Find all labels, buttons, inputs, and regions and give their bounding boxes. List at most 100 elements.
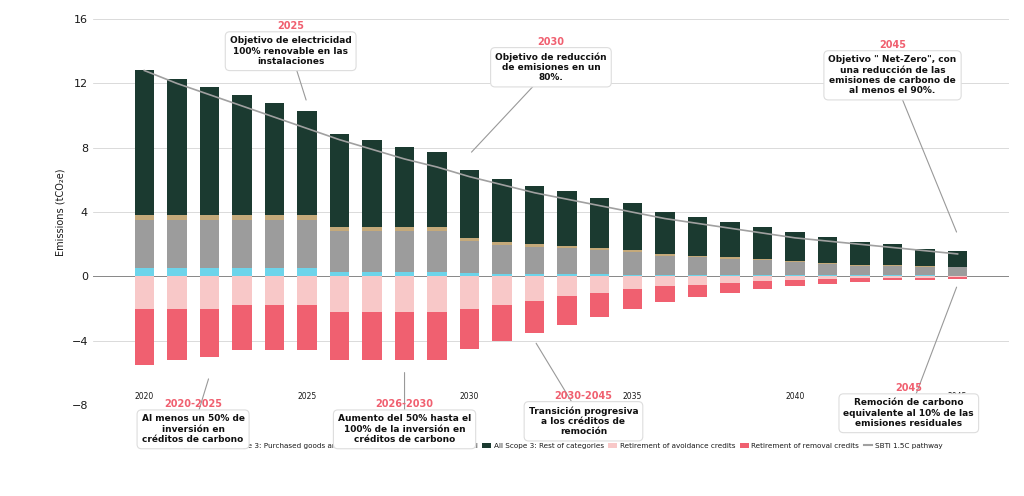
Bar — [785, 276, 805, 280]
Bar — [883, 276, 902, 278]
Bar — [557, 276, 577, 296]
Bar — [525, 301, 545, 333]
Legend: Scope 1 & 2, Scope 3: Purchased goods and services, Scope 3: Business travel, Al: Scope 1 & 2, Scope 3: Purchased goods an… — [157, 440, 946, 452]
Bar — [557, 191, 577, 246]
Bar — [623, 275, 642, 276]
Text: Remoción de carbono
equivalente al 10% de las
emisiones residuales: Remoción de carbono equivalente al 10% d… — [844, 398, 974, 428]
Text: Al menos un 50% de
inversión en
créditos de carbono: Al menos un 50% de inversión en créditos… — [141, 415, 245, 444]
Y-axis label: Emissions (tCO₂e): Emissions (tCO₂e) — [56, 168, 66, 256]
Bar — [915, 276, 935, 278]
Bar — [590, 276, 609, 293]
Bar — [883, 278, 902, 281]
Bar — [427, 227, 446, 232]
Bar — [493, 274, 512, 276]
Text: 2045: 2045 — [879, 40, 906, 50]
Bar — [720, 283, 739, 293]
Bar — [590, 248, 609, 250]
Bar — [753, 281, 772, 289]
Bar — [460, 238, 479, 241]
Bar — [362, 140, 382, 227]
Bar — [590, 274, 609, 276]
Bar — [655, 286, 675, 302]
Bar — [167, 215, 186, 220]
Text: 2045: 2045 — [895, 383, 923, 393]
Bar — [720, 257, 739, 259]
Bar — [330, 276, 349, 312]
Text: 2035: 2035 — [623, 392, 642, 401]
Bar — [623, 289, 642, 309]
Bar — [134, 215, 154, 220]
Bar — [200, 268, 219, 276]
Bar — [850, 266, 869, 275]
Bar — [232, 95, 252, 215]
Bar — [232, 215, 252, 220]
Bar — [460, 309, 479, 349]
Bar — [557, 246, 577, 248]
Bar — [687, 285, 708, 298]
Bar — [427, 312, 446, 360]
Bar — [915, 249, 935, 266]
Bar — [525, 186, 545, 244]
Bar — [557, 248, 577, 274]
Bar — [590, 198, 609, 248]
Bar — [915, 267, 935, 275]
Bar — [493, 306, 512, 341]
Bar — [850, 276, 869, 278]
Bar — [427, 276, 446, 312]
Bar — [883, 265, 902, 266]
Bar — [720, 275, 739, 276]
Bar — [362, 312, 382, 360]
Text: Aumento del 50% hasta el
100% de la inversión en
créditos de carbono: Aumento del 50% hasta el 100% de la inve… — [338, 415, 471, 444]
Bar — [915, 266, 935, 267]
Bar — [362, 272, 382, 276]
Bar — [883, 244, 902, 265]
Bar — [200, 87, 219, 215]
Bar — [297, 111, 316, 215]
Bar — [623, 276, 642, 289]
Bar — [850, 265, 869, 266]
Bar — [623, 250, 642, 252]
Bar — [264, 306, 285, 351]
Bar — [818, 275, 838, 276]
Bar — [948, 250, 968, 267]
Bar — [915, 278, 935, 280]
Bar — [590, 293, 609, 317]
Bar — [330, 232, 349, 272]
Bar — [330, 272, 349, 276]
Bar — [297, 268, 316, 276]
Bar — [427, 152, 446, 227]
Bar — [493, 242, 512, 245]
Bar — [200, 220, 219, 268]
Bar — [785, 275, 805, 276]
Bar — [818, 264, 838, 275]
Text: 2030-2045: 2030-2045 — [554, 391, 612, 401]
Bar — [493, 180, 512, 242]
Bar — [200, 309, 219, 357]
Bar — [362, 227, 382, 232]
Bar — [655, 212, 675, 254]
Text: 2025: 2025 — [278, 21, 304, 31]
Bar — [264, 268, 285, 276]
Bar — [818, 263, 838, 264]
Bar — [167, 268, 186, 276]
Bar — [655, 255, 675, 275]
Bar — [362, 232, 382, 272]
Text: 2020-2025: 2020-2025 — [164, 399, 222, 410]
Bar — [167, 276, 186, 309]
Bar — [785, 280, 805, 286]
Bar — [687, 217, 708, 255]
Bar — [167, 309, 186, 360]
Bar — [525, 247, 545, 274]
Bar — [948, 275, 968, 276]
Text: Objetivo de electricidad
100% renovable en las
instalaciones: Objetivo de electricidad 100% renovable … — [229, 36, 351, 66]
Text: Objetivo " Net-Zero", con
una reducción de las
emisiones de carbono de
al menos : Objetivo " Net-Zero", con una reducción … — [828, 55, 956, 95]
Bar — [232, 268, 252, 276]
Text: 2040: 2040 — [785, 392, 805, 401]
Bar — [525, 276, 545, 301]
Bar — [134, 220, 154, 268]
Bar — [264, 220, 285, 268]
Bar — [200, 215, 219, 220]
Bar — [818, 276, 838, 279]
Bar — [264, 215, 285, 220]
Bar — [753, 259, 772, 260]
